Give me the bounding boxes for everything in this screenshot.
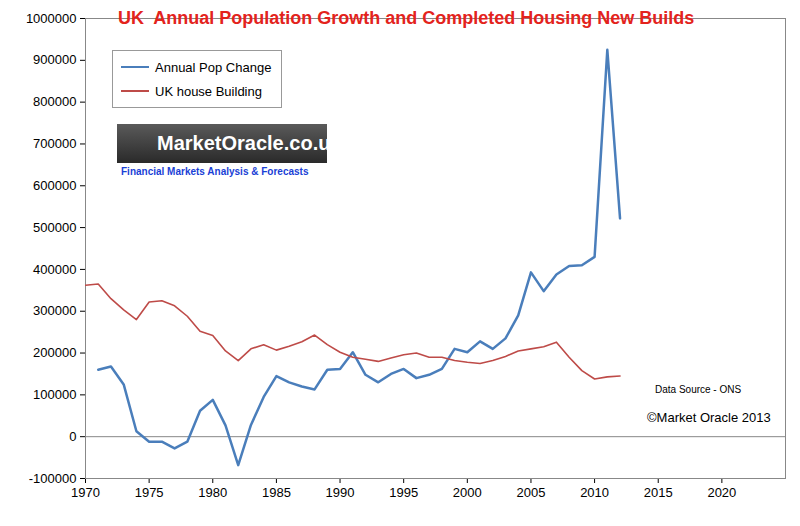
svg-text:2020: 2020 xyxy=(707,485,736,500)
svg-text:200000: 200000 xyxy=(33,345,76,360)
html-text:MarketOracle.co.uk: MarketOracle.co.uk xyxy=(157,132,342,154)
html-text:Data Source - ONS: Data Source - ONS xyxy=(655,384,742,395)
svg-text:500000: 500000 xyxy=(33,220,76,235)
svg-text:1985: 1985 xyxy=(262,485,291,500)
svg-text:2000: 2000 xyxy=(453,485,482,500)
svg-text:300000: 300000 xyxy=(33,303,76,318)
svg-text:2015: 2015 xyxy=(644,485,673,500)
svg-text:1995: 1995 xyxy=(389,485,418,500)
svg-text:0: 0 xyxy=(69,429,76,444)
svg-text:700000: 700000 xyxy=(33,136,76,151)
svg-text:1990: 1990 xyxy=(326,485,355,500)
svg-text:600000: 600000 xyxy=(33,178,76,193)
html-text:Annual Pop Change: Annual Pop Change xyxy=(155,59,272,75)
svg-text:1970: 1970 xyxy=(71,485,100,500)
svg-text:900000: 900000 xyxy=(33,52,76,67)
svg-text:1975: 1975 xyxy=(135,485,164,500)
svg-text:2010: 2010 xyxy=(580,485,609,500)
html-text:©Market Oracle 2013: ©Market Oracle 2013 xyxy=(647,410,771,425)
svg-text:400000: 400000 xyxy=(33,262,76,277)
svg-text:1000000: 1000000 xyxy=(26,11,77,26)
html-text:UK house Building: UK house Building xyxy=(155,83,262,99)
svg-text:800000: 800000 xyxy=(33,94,76,109)
svg-text:2005: 2005 xyxy=(516,485,545,500)
html-text:Financial Markets Analysis & F: Financial Markets Analysis & Forecasts xyxy=(121,166,309,177)
svg-text:100000: 100000 xyxy=(33,387,76,402)
svg-text:-100000: -100000 xyxy=(29,471,77,486)
html-text:UK Annual Population Growth an: UK Annual Population Growth and Complete… xyxy=(118,8,695,28)
svg-text:1980: 1980 xyxy=(198,485,227,500)
